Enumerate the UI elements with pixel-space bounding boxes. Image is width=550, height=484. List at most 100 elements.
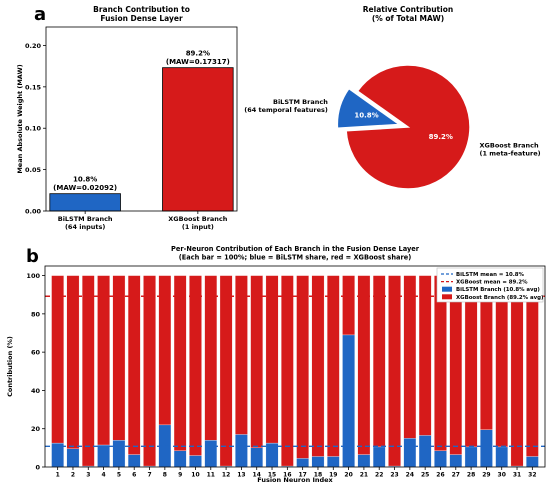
stacked-chart-x-tick-label: 5 [117, 472, 121, 479]
bilstm-share-bar [296, 458, 309, 468]
xgboost-share-bar [189, 275, 202, 456]
xgboost-share-bar [327, 275, 340, 457]
xgboost-share-bar [418, 275, 432, 436]
bilstm-share-bar [418, 435, 432, 468]
bilstm-share-bar [449, 454, 463, 468]
pie-slice [336, 87, 402, 130]
bar-chart-y-tick-label: 0.00 [25, 208, 42, 216]
bilstm-share-bar [480, 429, 493, 468]
bilstm-share-bar [97, 444, 110, 468]
stacked-chart-x-tick-label: 2 [71, 472, 75, 479]
bilstm-share-bar [204, 440, 218, 468]
bar-chart-y-tick-label: 0.20 [25, 42, 42, 50]
stacked-chart-y-tick-label: 80 [31, 310, 41, 318]
bar-chart-data-label: 10.8% (MAW=0.02092) [53, 176, 117, 193]
xgboost-share-bar [250, 275, 263, 449]
legend-entry-label: BiLSTM Branch (10.8% avg) [456, 287, 540, 293]
stacked-chart-x-tick-label: 16 [283, 472, 291, 479]
stacked-chart-x-tick-label: 12 [222, 472, 230, 479]
bilstm-share-bar [173, 450, 187, 468]
bilstm-share-bar [250, 447, 263, 468]
stacked-chart-x-tick-label: 18 [314, 472, 322, 479]
bilstm-share-bar [495, 446, 508, 468]
stacked-chart-x-tick-label: 3 [86, 472, 90, 479]
branch-contribution-bar-chart: Branch Contribution to Fusion Dense Layer… [16, 5, 238, 231]
xgboost-share-bar [173, 275, 187, 451]
bar-chart-y-tick-label: 0.15 [25, 83, 42, 91]
stacked-chart-x-tick-label: 19 [329, 472, 337, 479]
xgboost-share-bar [82, 275, 95, 467]
pie-slice-percent-label: 89.2% [429, 133, 453, 141]
xgboost-share-bar [510, 275, 524, 467]
stacked-chart-x-tick-label: 15 [268, 472, 276, 479]
legend-entry-label: XGBoost Branch (89.2% avg) [456, 295, 543, 301]
stacked-chart-title: Per-Neuron Contribution of Each Branch i… [171, 245, 420, 262]
xgboost-share-bar [51, 275, 64, 444]
stacked-chart-x-tick-label: 27 [452, 472, 460, 479]
stacked-chart-x-tick-label: 8 [163, 472, 167, 479]
stacked-chart-x-tick-label: 9 [178, 472, 182, 479]
legend-color-swatch [442, 294, 452, 300]
pie-slice-label: XGBoost Branch (1 meta-feature) [480, 142, 541, 158]
stacked-chart-x-tick-label: 13 [237, 472, 245, 479]
bar-chart-y-axis-label: Mean Absolute Weight (MAW) [16, 64, 24, 173]
stacked-chart-y-tick-label: 60 [31, 349, 41, 357]
pie-slice-percent-label: 10.8% [354, 112, 378, 120]
stacked-chart-y-axis-label: Contribution (%) [6, 336, 14, 397]
xgboost-share-bar [143, 275, 156, 467]
bar-chart-bar [49, 193, 121, 212]
per-neuron-stacked-bar-chart: Per-Neuron Contribution of Each Branch i… [6, 245, 546, 484]
bilstm-share-bar [311, 456, 325, 468]
stacked-chart-x-tick-label: 4 [102, 472, 106, 479]
stacked-chart-x-axis-label: Fusion Neuron Index [257, 476, 333, 484]
legend-entry-label: BiLSTM mean = 10.8% [456, 272, 525, 278]
bilstm-share-bar [342, 334, 355, 468]
pie-slice [345, 64, 471, 190]
xgboost-share-bar [357, 275, 371, 455]
bilstm-share-bar [327, 456, 340, 468]
xgboost-share-bar [219, 275, 233, 467]
stacked-chart-x-tick-label: 28 [467, 472, 475, 479]
bar-chart-y-tick-label: 0.10 [25, 125, 42, 133]
stacked-chart-frame [44, 265, 546, 468]
stacked-chart-x-tick-label: 22 [375, 472, 383, 479]
xgboost-share-bar [204, 275, 218, 441]
stacked-chart-legend: BiLSTM mean = 10.8% XGBoost mean = 89.2%B… [436, 267, 544, 303]
relative-contribution-pie-chart: Relative Contribution (% of Total MAW) 10… [244, 5, 541, 190]
bar-chart-data-label: 89.2% (MAW=0.17317) [166, 50, 230, 67]
stacked-chart-x-tick-label: 25 [421, 472, 429, 479]
stacked-chart-x-tick-label: 29 [482, 472, 490, 479]
bilstm-share-bar [372, 446, 386, 468]
xgboost-share-bar [112, 275, 126, 441]
bilstm-share-bar [357, 454, 371, 468]
stacked-chart-x-tick-label: 17 [298, 472, 306, 479]
xgboost-share-bar [235, 275, 248, 435]
xgboost-share-bar [97, 275, 110, 446]
stacked-chart-y-tick-label: 100 [26, 272, 40, 280]
xgboost-share-bar [526, 275, 539, 457]
bar-chart-bar [162, 67, 234, 212]
legend-entry-label: XGBoost mean = 89.2% [456, 280, 528, 286]
bilstm-share-bar [127, 454, 141, 468]
stacked-chart-x-tick-label: 1 [56, 472, 60, 479]
bar-chart-y-tick-label: 0.05 [25, 166, 42, 174]
bilstm-share-bar [189, 455, 202, 468]
bilstm-share-bar [66, 448, 80, 468]
xgboost-share-bar [403, 275, 417, 439]
stacked-chart-x-tick-label: 23 [390, 472, 398, 479]
stacked-chart-y-tick-label: 40 [31, 387, 41, 395]
legend-color-swatch [442, 286, 452, 292]
stacked-chart-y-tick-label: 0 [35, 464, 40, 472]
stacked-chart-x-tick-label: 24 [406, 472, 414, 479]
stacked-chart-x-tick-label: 20 [344, 472, 352, 479]
stacked-chart-x-tick-label: 6 [132, 472, 136, 479]
bilstm-share-bar [434, 450, 447, 468]
legend-box [436, 267, 544, 303]
stacked-chart-x-tick-label: 30 [498, 472, 506, 479]
bar-chart-frame [45, 26, 238, 212]
stacked-chart-x-tick-label: 32 [528, 472, 536, 479]
xgboost-share-bar [372, 275, 386, 448]
pie-chart-title: Relative Contribution (% of Total MAW) [363, 5, 453, 23]
stacked-chart-x-tick-label: 11 [207, 472, 215, 479]
